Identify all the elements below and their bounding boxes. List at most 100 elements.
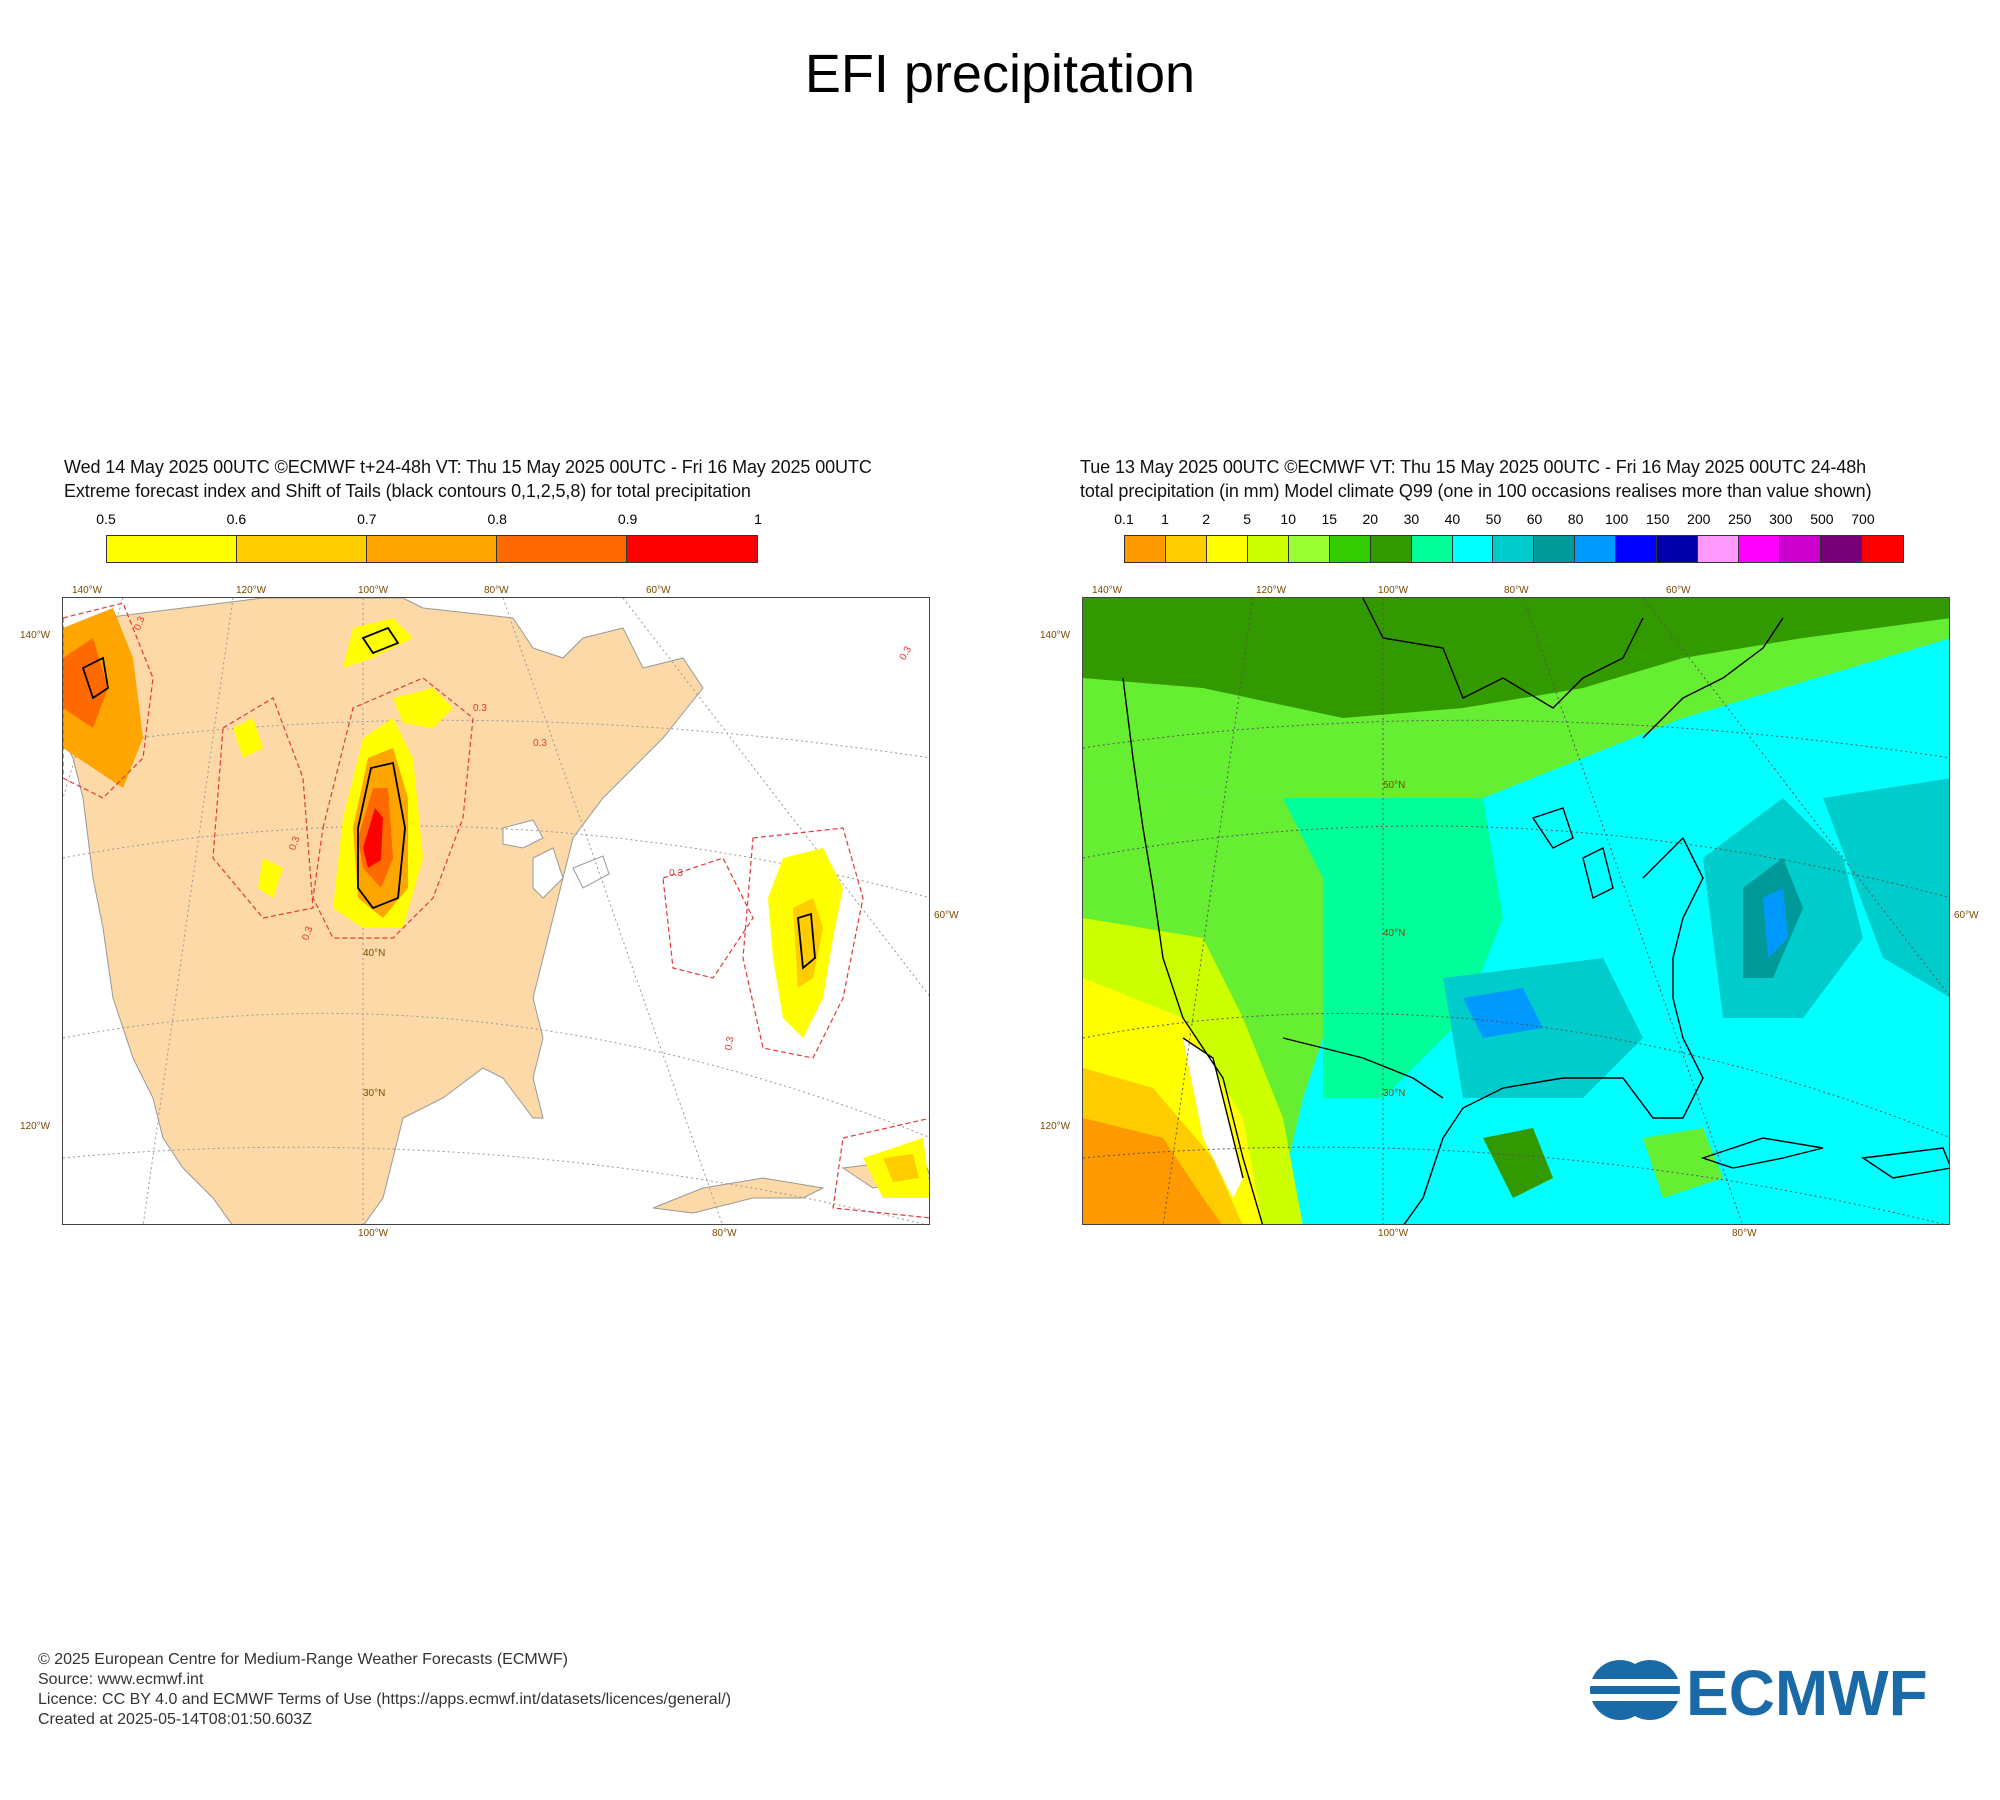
q99-colorbar-tick: 30 [1403,511,1420,527]
q99-colorbar-tick: 40 [1444,511,1461,527]
efi-lon-label-bottom: 80°W [712,1228,737,1239]
efi-colorbar-swatch [627,536,757,562]
q99-lat-label-left: 140°W [1040,630,1071,641]
efi-map: 40°N 30°N 0.3 0.3 0.3 0.3 0.3 0.3 0.3 0.… [62,597,930,1225]
q99-lon-label-top: 100°W [1378,585,1409,596]
q99-colorbar-swatch [1861,536,1903,562]
ecmwf-logo-text: ECMWF [1686,1657,1928,1725]
ecmwf-logo-icon: ECMWF [1590,1657,1928,1729]
q99-colorbar [1124,535,1904,563]
efi-lon-label-top: 80°W [484,585,509,596]
q99-colorbar-tick: 80 [1567,511,1584,527]
q99-colorbar-tick: 0.1 [1114,511,1134,527]
q99-map: 50°N 40°N 30°N [1082,597,1950,1225]
q99-colorbar-swatch [1125,536,1166,562]
q99-colorbar-swatch [1575,536,1617,562]
q99-lon-label-bottom: 80°W [1732,1228,1757,1239]
q99-lon-label-top: 140°W [1092,585,1123,596]
q99-colorbar-tick: 150 [1645,511,1670,527]
q99-colorbar-swatch [1247,536,1289,562]
q99-colorbar-tick: 20 [1362,511,1379,527]
efi-colorbar-tick: 0.8 [487,511,507,527]
q99-colorbar-swatch [1493,536,1535,562]
efi-panel: Wed 14 May 2025 00UTC ©ECMWF t+24-48h VT… [20,455,984,1255]
efi-lat-label: 30°N [363,1088,386,1099]
q99-colorbar-tick: 2 [1202,511,1210,527]
efi-colorbar-tick: 0.7 [357,511,377,527]
efi-lon-label-top: 140°W [72,585,103,596]
efi-contour-label: 0.3 [533,738,547,749]
efi-colorbar-swatch [497,536,627,562]
efi-lat-label-left: 120°W [20,1121,51,1132]
q99-colorbar-tick: 100 [1604,511,1629,527]
efi-header-line2: Extreme forecast index and Shift of Tail… [64,481,751,501]
q99-colorbar-tick: 15 [1321,511,1338,527]
efi-lon-label-bottom: 100°W [358,1228,389,1239]
q99-colorbar-tick: 60 [1526,511,1543,527]
q99-lat-label: 40°N [1383,928,1406,939]
efi-map-canvas [63,598,929,1224]
q99-lat-label-left: 120°W [1040,1121,1071,1132]
footer: © 2025 European Centre for Medium-Range … [38,1650,731,1730]
q99-colorbar-tick: 5 [1243,511,1252,527]
q99-colorbar-swatch [1206,536,1248,562]
q99-colorbar-tick: 250 [1728,511,1752,527]
q99-colorbar-swatch [1657,536,1699,562]
q99-colorbar-swatch [1820,536,1862,562]
q99-colorbar-swatch [1411,536,1453,562]
efi-lat-label-left: 140°W [20,630,51,641]
q99-lat-label: 50°N [1383,780,1406,791]
footer-source: Source: www.ecmwf.int [38,1671,204,1688]
q99-lon-label-bottom: 100°W [1378,1228,1409,1239]
efi-contour-label: 0.3 [669,868,683,879]
ecmwf-logo: ECMWF [1590,1655,1970,1729]
efi-colorbar [106,535,758,563]
q99-colorbar-swatch [1165,536,1207,562]
efi-colorbar-tick: 0.9 [617,511,638,527]
efi-colorbar-swatch [367,536,497,562]
q99-colorbar-swatch [1452,536,1494,562]
q99-map-canvas [1083,598,1949,1224]
q99-colorbar-tick: 10 [1280,511,1296,527]
q99-colorbar-tick: 50 [1485,511,1502,527]
q99-colorbar-tick: 300 [1769,511,1793,527]
efi-lon-label-top: 120°W [236,585,267,596]
efi-lat-label: 40°N [363,948,386,959]
q99-header-line1: Tue 13 May 2025 00UTC ©ECMWF VT: Thu 15 … [1080,457,1867,477]
q99-panel: Tue 13 May 2025 00UTC ©ECMWF VT: Thu 15 … [1040,455,2000,1255]
q99-colorbar-ticks: 0.1 1 2 5 10 15 20 30 40 50 60 80 100 150 200 250 300 500… [1114,511,1904,529]
q99-lat-label: 30°N [1383,1088,1406,1099]
efi-header-line1: Wed 14 May 2025 00UTC ©ECMWF t+24-48h VT… [64,457,872,477]
footer-copyright: © 2025 European Centre for Medium-Range … [38,1651,568,1668]
q99-colorbar-swatch [1534,536,1576,562]
q99-colorbar-swatch [1329,536,1371,562]
efi-colorbar-tick: 0.6 [226,511,247,527]
efi-lon-label-top: 100°W [358,585,389,596]
footer-licence: Licence: CC BY 4.0 and ECMWF Terms of Us… [38,1691,732,1708]
q99-colorbar-tick: 500 [1810,511,1834,527]
q99-colorbar-swatch [1739,536,1780,562]
efi-colorbar-swatch [107,536,237,562]
efi-colorbar-tick: 0.5 [96,511,116,527]
q99-colorbar-tick: 200 [1687,511,1711,527]
q99-colorbar-swatch [1698,536,1740,562]
q99-lon-label-top: 120°W [1256,585,1287,596]
efi-colorbar-ticks: 0.5 0.6 0.7 0.8 0.9 1 [96,511,762,529]
q99-lon-label-top: 60°W [1666,585,1691,596]
q99-colorbar-swatch [1370,536,1412,562]
q99-colorbar-tick: 700 [1851,511,1875,527]
q99-colorbar-swatch [1780,536,1821,562]
footer-created: Created at 2025-05-14T08:01:50.603Z [38,1711,312,1728]
q99-header-line2: total precipitation (in mm) Model climat… [1080,481,1872,501]
efi-lat-label-right: 60°W [934,910,959,921]
q99-lon-label-top: 80°W [1504,585,1529,596]
page-title: EFI precipitation [804,44,1196,104]
q99-lat-label-right: 60°W [1954,910,1979,921]
efi-contour-label: 0.3 [473,703,487,714]
q99-colorbar-tick: 1 [1161,511,1169,527]
q99-colorbar-swatch [1616,536,1658,562]
efi-lon-label-top: 60°W [646,585,671,596]
efi-colorbar-swatch [237,536,367,562]
efi-colorbar-tick: 1 [754,511,762,527]
q99-colorbar-swatch [1288,536,1330,562]
